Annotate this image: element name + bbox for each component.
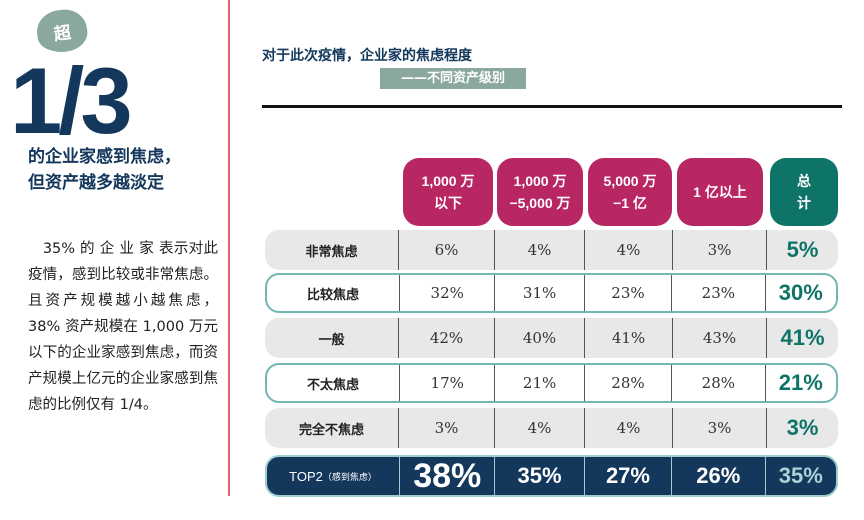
- top2-note: （感到焦虑）: [322, 471, 377, 482]
- top2-value: 38%: [399, 457, 494, 495]
- value-cell: 17%: [399, 365, 494, 401]
- title-rule: [262, 105, 842, 108]
- column-header: 1,000 万 −5,000 万: [497, 158, 583, 226]
- column-header-line: 5,000 万: [603, 173, 657, 189]
- value-cell: 23%: [671, 275, 764, 311]
- table-row: 非常焦虑 6% 4% 4% 3% 5%: [265, 230, 838, 270]
- total-cell: 3%: [766, 408, 838, 448]
- value-cell: 4%: [494, 408, 584, 448]
- summary-paragraph: 35% 的 企 业 家 表示对此疫情，感到比较或非常焦虑。且资产规模越小越焦虑，…: [28, 241, 218, 413]
- value-cell: 3%: [672, 230, 766, 270]
- value-cell: 42%: [398, 318, 494, 358]
- row-label: 不太焦虑: [307, 377, 360, 393]
- value-cell: 43%: [672, 318, 766, 358]
- column-header: 总计: [770, 158, 838, 226]
- value-cell: 41%: [584, 318, 672, 358]
- top2-row: TOP2 （感到焦虑） 38% 35% 27% 26% 35%: [265, 455, 838, 497]
- value-cell: 40%: [494, 318, 584, 358]
- table-row: 比较焦虑 32% 31% 23% 23% 30%: [265, 273, 838, 313]
- column-header-line: 计: [797, 195, 811, 211]
- value-cell: 4%: [494, 230, 584, 270]
- column-header-line: 以下: [434, 195, 462, 211]
- column-header-line: 1,000 万: [513, 173, 567, 189]
- headline-line-2: 但资产越多越淡定: [28, 173, 164, 193]
- row-label: 比较焦虑: [307, 287, 360, 303]
- chart-title: 对于此次疫情，企业家的焦虑程度: [262, 48, 472, 64]
- value-cell: 4%: [584, 408, 672, 448]
- value-cell: 23%: [583, 275, 671, 311]
- value-cell: 32%: [399, 275, 494, 311]
- headline-line-1: 的企业家感到焦虑，: [28, 147, 181, 167]
- row-label: 非常焦虑: [305, 244, 358, 260]
- big-fraction: 1/3: [10, 48, 133, 153]
- total-cell: 21%: [764, 365, 837, 401]
- top2-value: 27%: [583, 457, 671, 495]
- top2-label-text: TOP2: [289, 468, 323, 484]
- table-row: 完全不焦虑 3% 4% 4% 3% 3%: [265, 408, 838, 448]
- top2-label: TOP2 （感到焦虑）: [267, 457, 399, 495]
- column-header: 1,000 万以下: [403, 158, 493, 226]
- value-cell: 21%: [494, 365, 583, 401]
- value-cell: 28%: [583, 365, 671, 401]
- value-cell: 3%: [398, 408, 494, 448]
- value-cell: 4%: [584, 230, 672, 270]
- value-cell: 3%: [672, 408, 766, 448]
- column-header-line: −5,000 万: [509, 195, 571, 211]
- top2-value: 26%: [671, 457, 764, 495]
- top2-value: 35%: [764, 457, 837, 495]
- table-row: 不太焦虑 17% 21% 28% 28% 21%: [265, 363, 838, 403]
- column-header-line: 总: [797, 173, 811, 189]
- table-row: 一般 42% 40% 41% 43% 41%: [265, 318, 838, 358]
- column-header-line: −1 亿: [613, 195, 647, 211]
- value-cell: 28%: [671, 365, 764, 401]
- top2-value: 35%: [494, 457, 583, 495]
- row-label: 一般: [318, 332, 345, 348]
- total-cell: 5%: [766, 230, 838, 270]
- column-header-line: 1 亿以上: [693, 184, 747, 200]
- value-cell: 6%: [398, 230, 494, 270]
- column-header: 5,000 万 −1 亿: [588, 158, 672, 226]
- total-cell: 41%: [766, 318, 838, 358]
- column-header: 1 亿以上: [677, 158, 763, 226]
- total-cell: 30%: [764, 275, 837, 311]
- column-header-line: 1,000 万: [421, 173, 475, 189]
- value-cell: 31%: [494, 275, 583, 311]
- row-label: 完全不焦虑: [298, 422, 364, 438]
- chart-subtitle: ——不同资产级别: [380, 68, 526, 89]
- divider-line: [228, 0, 230, 496]
